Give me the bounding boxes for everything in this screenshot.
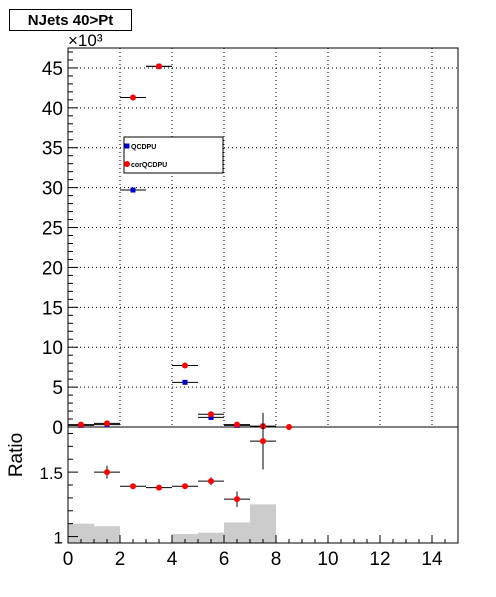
legend-corqcdpu-label: corQCDPU (131, 162, 167, 169)
ratio-y-axis-label: Ratio (6, 433, 27, 477)
corqcdpu-point (78, 421, 84, 428)
legend: QCDPU corQCDPU (123, 136, 224, 174)
y-tick-label: 0 (52, 418, 63, 439)
y-tick-label: 30 (42, 179, 63, 200)
main-y-ticks: 0 5 10 15 20 25 30 35 40 45 (42, 51, 78, 439)
background-bar (198, 532, 224, 543)
corqcdpu-point (234, 421, 240, 428)
corqcdpu-point (104, 420, 110, 427)
background-bar (94, 526, 120, 543)
ratio-y-tick-label: 1.5 (39, 464, 63, 483)
background-bar (224, 522, 250, 543)
background-bar (250, 504, 276, 543)
y-tick-label: 25 (42, 219, 63, 240)
x-tick-label: 4 (167, 549, 178, 570)
corqcdpu-point (286, 424, 292, 430)
ratio-data-points (94, 412, 276, 507)
x-tick-label: 2 (115, 549, 126, 570)
corqcdpu-point (130, 94, 136, 101)
qcdpu-point (130, 187, 136, 193)
ratio-point (208, 478, 214, 485)
legend-qcdpu-marker (124, 143, 130, 149)
y-tick-label: 35 (42, 139, 63, 160)
y-tick-label: 20 (42, 258, 63, 279)
ratio-y-tick-label: 1 (54, 529, 63, 548)
chart-title: NJets 40>Pt (9, 9, 132, 31)
main-plot-frame (67, 47, 459, 428)
x-tick-label: 14 (421, 549, 443, 570)
legend-qcdpu-label: QCDPU (131, 144, 156, 151)
ratio-ticks: 0 2 4 6 8 10 12 14 1 1.5 (39, 432, 459, 570)
background-bar (68, 523, 94, 543)
x-tick-label: 6 (219, 549, 230, 570)
main-frame-rect (67, 47, 459, 428)
qcdpu-point (208, 414, 214, 420)
background-bar (172, 533, 198, 543)
corqcdpu-point (182, 362, 188, 369)
main-grid (68, 48, 458, 427)
ratio-background-histogram (68, 504, 276, 543)
y-tick-label: 40 (42, 99, 63, 120)
legend-box (123, 136, 224, 174)
corqcdpu-point (156, 63, 162, 70)
legend-corqcdpu-marker (124, 161, 130, 167)
ratio-point (182, 483, 188, 490)
x-tick-label: 8 (271, 549, 282, 570)
ratio-point (130, 483, 136, 490)
x-tick-label: 10 (317, 549, 338, 570)
y-tick-label: 5 (52, 378, 63, 399)
ratio-point (260, 438, 266, 445)
y-exponent-label: ×10³ (68, 31, 103, 50)
y-tick-label: 45 (42, 59, 63, 80)
ratio-point (156, 484, 162, 491)
y-tick-label: 15 (42, 298, 63, 319)
x-tick-label: 0 (63, 549, 74, 570)
ratio-point (234, 496, 240, 503)
x-tick-label: 12 (369, 549, 390, 570)
qcdpu-point (182, 379, 188, 385)
main-data-points (68, 63, 302, 430)
ratio-point (104, 469, 110, 476)
y-tick-label: 10 (42, 338, 63, 359)
corqcdpu-point (208, 411, 214, 418)
